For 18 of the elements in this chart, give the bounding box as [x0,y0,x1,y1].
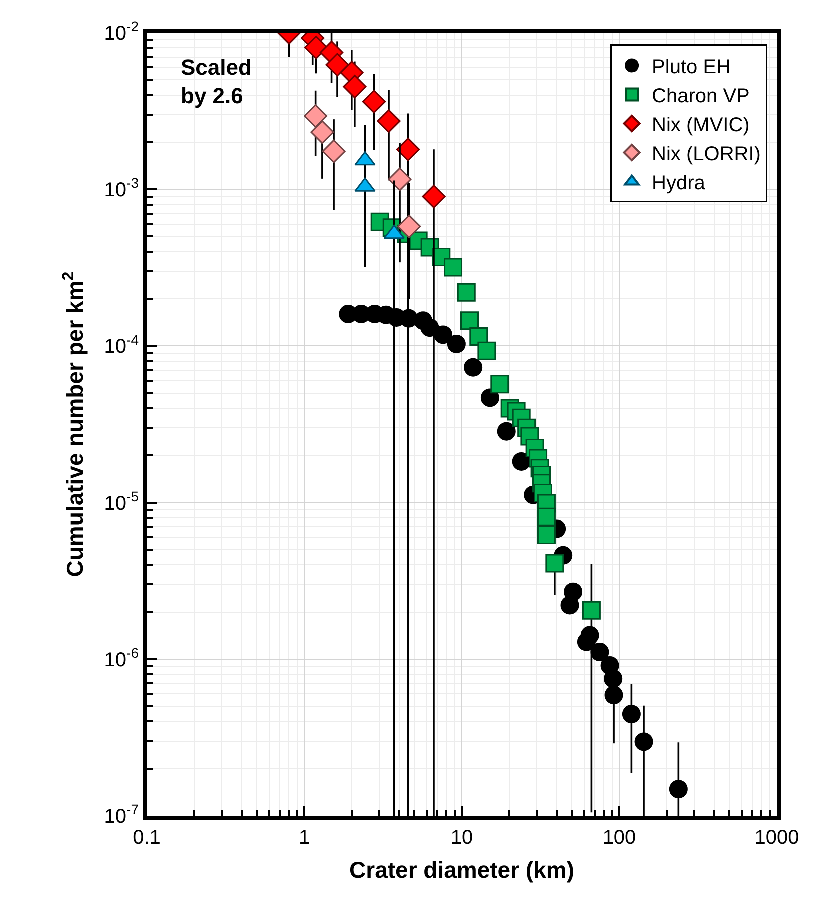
y-tick-label: 10$^{-6}$ [104,645,140,672]
legend-label: Nix (MVIC) [652,114,750,137]
x-tick-label: 1000 [754,827,800,849]
x-tick-label: 1 [298,827,310,849]
x-tick-label: 100 [602,827,636,849]
x-axis-title: Crater diameter (km) [350,857,574,884]
y-tick-label: 10$^{-5}$ [104,488,140,515]
legend-label: Charon VP [652,86,750,108]
x-tick-label: 10 [450,827,474,849]
legend-label: Pluto EH [652,56,731,79]
annotation: Scaled by 2.6 [181,55,252,109]
legend-label: Hydra [652,172,706,195]
y-tick-label: 10$^{-3}$ [104,175,140,202]
legend-label: Nix (LORRI) [652,144,761,166]
x-tick-label: 0.1 [133,827,161,849]
y-tick-label: 10$^{-7}$ [104,802,140,828]
y-tick-label: 10$^{-4}$ [104,332,140,358]
y-tick-label: 10$^{-2}$ [104,18,140,45]
